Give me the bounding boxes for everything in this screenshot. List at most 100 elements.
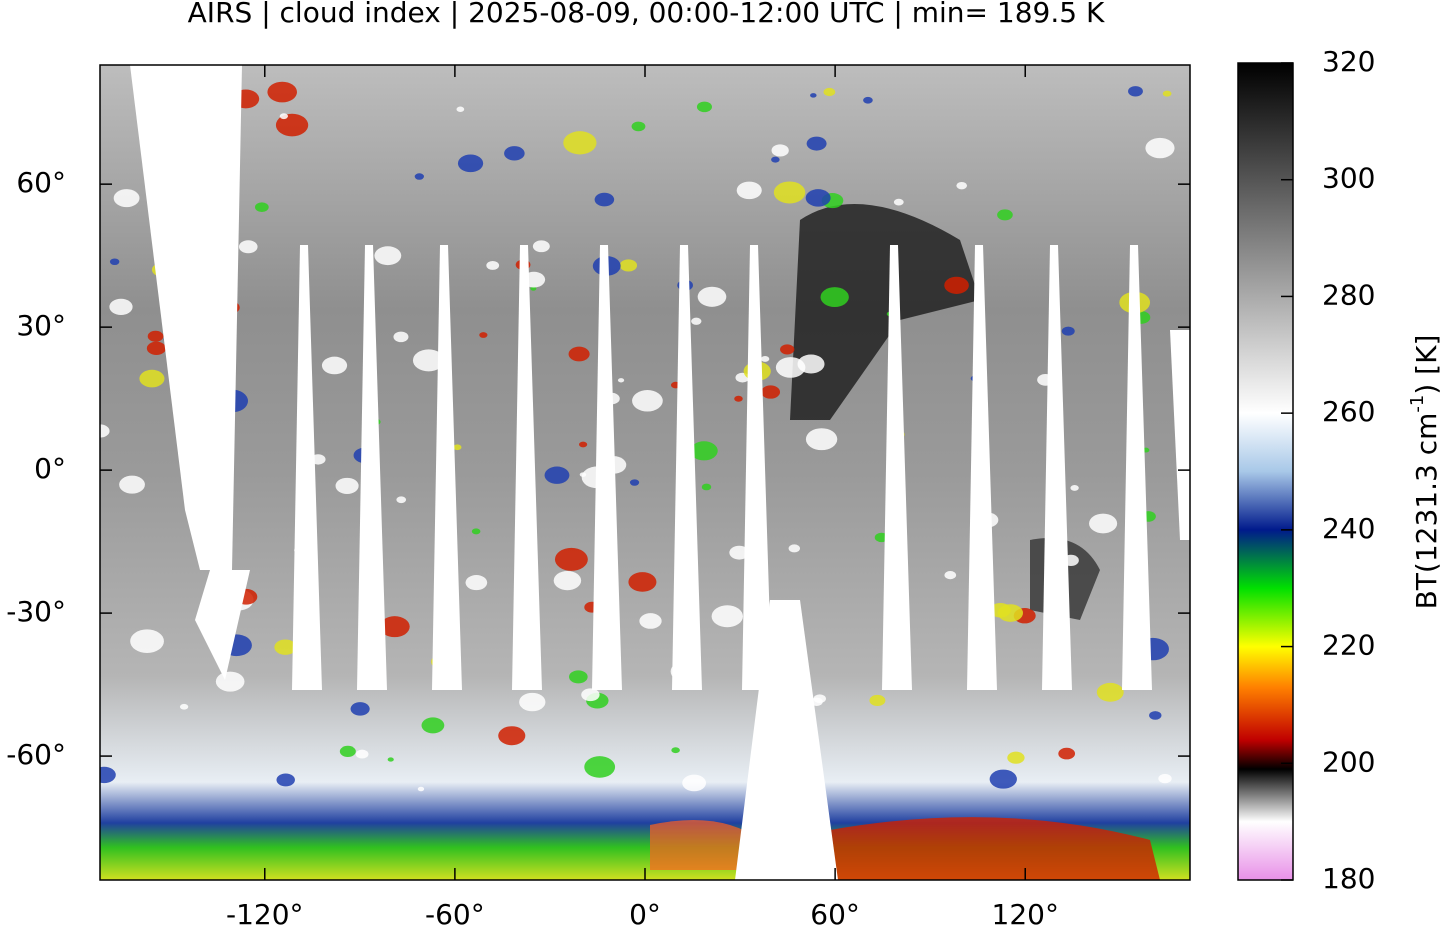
cloud-blob (773, 181, 806, 204)
swath-gap (882, 245, 912, 690)
y-tick-label: -60° (6, 738, 66, 771)
cloud-blob (479, 332, 488, 338)
colorbar-tick-label: 260 (1322, 395, 1375, 428)
swath-gap (357, 245, 387, 690)
cloud-blob (617, 378, 625, 383)
cloud-blob (632, 390, 663, 412)
cloud-blob (339, 745, 356, 757)
cloud-blob (1145, 137, 1175, 159)
cloud-blob (701, 483, 712, 491)
cloud-blob (568, 346, 590, 362)
cloud-blob (997, 604, 1024, 622)
cloud-blob (956, 181, 968, 190)
cloud-blob (734, 395, 743, 402)
cloud-blob (554, 547, 588, 571)
cloud-blob (805, 428, 838, 451)
colorbar-tick-label: 280 (1322, 278, 1375, 311)
cloud-blob (1089, 513, 1118, 534)
cloud-blob (109, 298, 133, 315)
cloud-blob (869, 694, 886, 707)
cloud-blob (350, 702, 370, 716)
cloud-blob (697, 286, 727, 307)
cloud-blob (274, 639, 297, 655)
colorbar-tick-label: 180 (1322, 862, 1375, 895)
cloud-blob (810, 93, 817, 98)
cloud-blob (771, 144, 789, 157)
swath-gap (967, 245, 997, 690)
cloud-blob (631, 121, 646, 132)
cloud-blob (109, 258, 120, 266)
dark-region (790, 204, 980, 420)
x-tick-label: 0° (629, 898, 661, 930)
swath-gap (672, 245, 702, 690)
cloud-blob (119, 475, 145, 494)
swath-gap (1170, 330, 1190, 540)
cloud-blob (139, 369, 165, 388)
cloud-blob (629, 479, 640, 486)
cloud-blob (355, 749, 369, 759)
cloud-blob (579, 472, 587, 477)
cloud-blob (989, 769, 1017, 789)
colorbar-tick-label: 300 (1322, 162, 1375, 195)
cloud-blob (569, 670, 588, 684)
cloud-blob (1070, 484, 1079, 491)
colorbar-tick-label: 240 (1322, 512, 1375, 545)
cloud-blob (760, 356, 770, 362)
cloud-blob (417, 786, 425, 792)
cloud-blob (412, 349, 445, 372)
cloud-blob (628, 572, 657, 592)
cloud-blob (465, 575, 488, 591)
cloud-blob (690, 441, 718, 461)
cloud-blob (820, 287, 849, 307)
cloud-blob (530, 286, 537, 291)
x-tick-label: -60° (425, 898, 485, 930)
cloud-blob (254, 202, 269, 212)
cloud-blob (780, 344, 795, 355)
swath-gap (592, 245, 622, 690)
cloud-blob (275, 113, 309, 137)
cloud-blob (1128, 86, 1143, 97)
cloud-blob (944, 276, 969, 294)
cloud-blob (179, 703, 189, 710)
cloud-blob (267, 81, 297, 103)
cloud-blob (279, 113, 288, 120)
cloud-blob (335, 477, 359, 494)
cloud-blob (453, 444, 462, 451)
cloud-blob (457, 154, 484, 173)
cloud-blob (594, 192, 615, 207)
swath-gap (512, 245, 542, 690)
cloud-blob (775, 357, 806, 378)
cloud-blob (671, 747, 680, 754)
cloud-blob (761, 385, 781, 399)
cloud-blob (563, 131, 597, 155)
cloud-blob (486, 260, 500, 270)
cloud-blob (619, 259, 638, 272)
colorbar-label-text: BT(1231.3 cm (1410, 413, 1442, 610)
satellite-image (100, 65, 1190, 880)
cloud-blob (456, 106, 465, 112)
cloud-blob (130, 629, 164, 654)
cloud-blob (788, 544, 801, 553)
colorbar-tick-label: 320 (1322, 45, 1375, 78)
cloud-blob (1061, 326, 1075, 336)
swath-gap (292, 245, 322, 690)
cloud-blob (736, 181, 762, 200)
cloud-blob (711, 605, 743, 628)
cloud-blob (729, 545, 750, 560)
cold-region (650, 820, 760, 870)
cloud-blob (584, 756, 616, 778)
cold-region (830, 817, 1160, 880)
colorbar-tick-label: 220 (1322, 629, 1375, 662)
cloud-blob (379, 616, 410, 638)
x-tick-label: -120° (226, 898, 304, 930)
cloud-blob (1162, 90, 1172, 97)
cloud-blob (805, 189, 831, 207)
cloud-blob (238, 240, 258, 254)
cloud-blob (393, 331, 409, 343)
swath-gap (195, 570, 250, 680)
cloud-blob (276, 773, 295, 787)
y-tick-label: 60° (16, 166, 66, 199)
cloud-blob (1007, 751, 1025, 764)
cloud-blob (581, 688, 600, 702)
